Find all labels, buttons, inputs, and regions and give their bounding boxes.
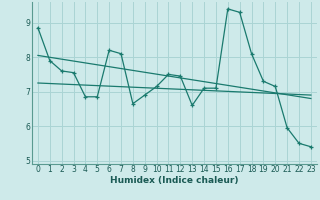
X-axis label: Humidex (Indice chaleur): Humidex (Indice chaleur) [110, 176, 239, 185]
